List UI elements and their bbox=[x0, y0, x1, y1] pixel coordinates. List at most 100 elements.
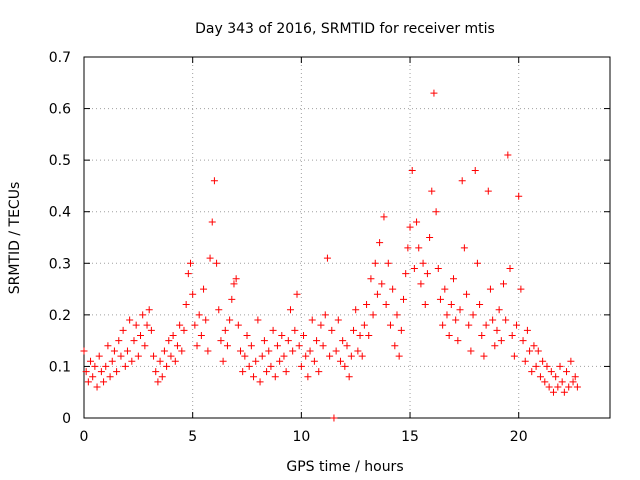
data-point bbox=[289, 347, 297, 355]
data-point bbox=[360, 321, 368, 329]
data-point bbox=[482, 321, 490, 329]
data-point bbox=[84, 378, 92, 386]
data-point bbox=[406, 223, 414, 231]
data-point bbox=[137, 331, 145, 339]
data-point bbox=[371, 259, 379, 267]
data-point bbox=[93, 383, 101, 391]
data-point bbox=[306, 347, 314, 355]
data-point bbox=[328, 326, 336, 334]
data-point bbox=[326, 352, 334, 360]
data-point bbox=[432, 208, 440, 216]
data-point bbox=[484, 187, 492, 195]
data-point bbox=[521, 357, 529, 365]
data-point bbox=[167, 352, 175, 360]
data-point bbox=[163, 362, 171, 370]
y-tick-label: 0.3 bbox=[49, 256, 71, 272]
data-point bbox=[128, 357, 136, 365]
data-point bbox=[376, 239, 384, 247]
data-point bbox=[304, 373, 312, 381]
data-point bbox=[332, 347, 340, 355]
data-point bbox=[473, 259, 481, 267]
data-point bbox=[380, 213, 388, 221]
x-tick-label: 15 bbox=[401, 429, 419, 445]
data-point bbox=[450, 275, 458, 283]
data-point bbox=[493, 326, 501, 334]
data-point bbox=[213, 259, 221, 267]
data-point bbox=[319, 342, 327, 350]
data-point bbox=[204, 347, 212, 355]
data-point bbox=[210, 177, 218, 185]
data-point bbox=[386, 321, 394, 329]
data-point bbox=[226, 316, 234, 324]
data-point bbox=[356, 331, 364, 339]
data-point bbox=[173, 342, 181, 350]
data-point bbox=[178, 347, 186, 355]
plot-frame bbox=[83, 56, 611, 419]
data-point bbox=[354, 347, 362, 355]
data-point bbox=[330, 414, 338, 422]
data-point bbox=[413, 218, 421, 226]
data-point bbox=[271, 373, 279, 381]
data-point bbox=[119, 326, 127, 334]
x-axis-label: GPS time / hours bbox=[286, 459, 403, 475]
data-point bbox=[460, 244, 468, 252]
data-point bbox=[202, 316, 210, 324]
data-point bbox=[139, 311, 147, 319]
data-point bbox=[345, 373, 353, 381]
data-point bbox=[400, 295, 408, 303]
data-point bbox=[160, 347, 168, 355]
data-point bbox=[230, 280, 238, 288]
data-point bbox=[152, 368, 160, 376]
data-point bbox=[236, 347, 244, 355]
data-point bbox=[410, 264, 418, 272]
data-point bbox=[534, 347, 542, 355]
data-point bbox=[256, 378, 264, 386]
data-point bbox=[234, 321, 242, 329]
data-point bbox=[184, 270, 192, 278]
data-point bbox=[565, 383, 573, 391]
data-point bbox=[282, 368, 290, 376]
data-point bbox=[469, 311, 477, 319]
data-point bbox=[232, 275, 240, 283]
data-point bbox=[545, 383, 553, 391]
data-point bbox=[471, 166, 479, 174]
data-point bbox=[80, 347, 88, 355]
data-point bbox=[182, 301, 190, 309]
data-point bbox=[132, 321, 140, 329]
data-point bbox=[369, 311, 377, 319]
data-point bbox=[391, 342, 399, 350]
data-point bbox=[486, 285, 494, 293]
y-tick-label: 0.2 bbox=[49, 308, 71, 324]
data-point bbox=[510, 352, 518, 360]
data-point bbox=[180, 326, 188, 334]
data-point bbox=[245, 362, 253, 370]
data-point bbox=[528, 368, 536, 376]
data-point bbox=[121, 362, 129, 370]
x-tick-label: 0 bbox=[80, 429, 89, 445]
data-point bbox=[169, 331, 177, 339]
data-point bbox=[143, 321, 151, 329]
data-point bbox=[141, 342, 149, 350]
data-point bbox=[515, 192, 523, 200]
data-point bbox=[430, 89, 438, 97]
data-point bbox=[100, 378, 108, 386]
data-point bbox=[397, 326, 405, 334]
data-point bbox=[499, 280, 507, 288]
data-point bbox=[439, 321, 447, 329]
data-point bbox=[150, 352, 158, 360]
y-tick-label: 0.5 bbox=[49, 153, 71, 169]
data-point bbox=[247, 342, 255, 350]
data-point bbox=[441, 285, 449, 293]
data-point bbox=[165, 337, 173, 345]
data-point bbox=[395, 352, 403, 360]
data-point bbox=[241, 352, 249, 360]
data-point bbox=[513, 321, 521, 329]
data-point bbox=[393, 311, 401, 319]
data-point bbox=[378, 280, 386, 288]
data-point bbox=[389, 285, 397, 293]
data-point bbox=[489, 316, 497, 324]
data-point bbox=[102, 362, 110, 370]
data-point bbox=[506, 264, 514, 272]
data-point bbox=[208, 218, 216, 226]
